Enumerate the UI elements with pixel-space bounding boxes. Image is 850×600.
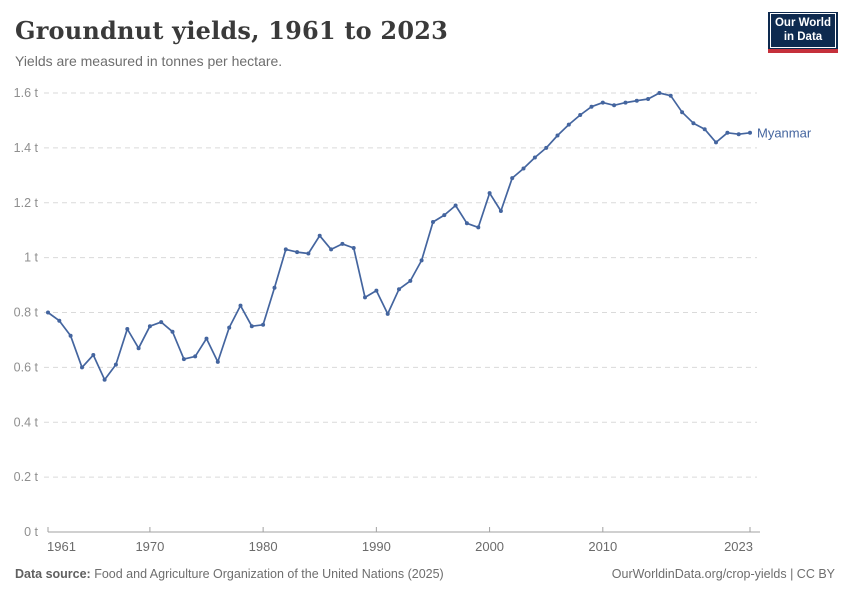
- data-point[interactable]: [578, 113, 583, 117]
- data-point[interactable]: [113, 362, 118, 367]
- data-point[interactable]: [498, 209, 503, 213]
- data-point[interactable]: [476, 225, 481, 230]
- y-axis-tick-label: 0.6 t: [14, 360, 39, 374]
- x-axis-tick-label: 1961: [47, 539, 76, 554]
- data-point[interactable]: [419, 258, 424, 263]
- data-point[interactable]: [385, 311, 390, 316]
- data-point[interactable]: [408, 278, 413, 283]
- data-point[interactable]: [215, 359, 220, 364]
- series-label-myanmar[interactable]: Myanmar: [757, 125, 812, 140]
- data-point[interactable]: [68, 333, 73, 338]
- data-point[interactable]: [612, 103, 617, 108]
- data-point[interactable]: [521, 166, 526, 171]
- data-point[interactable]: [736, 132, 741, 137]
- data-point[interactable]: [668, 93, 673, 98]
- data-point[interactable]: [748, 130, 752, 135]
- data-point[interactable]: [136, 346, 141, 351]
- data-point[interactable]: [714, 140, 718, 145]
- owid-logo-text-line2: in Data: [783, 30, 823, 43]
- owid-logo-text-line1: Our World: [774, 17, 831, 30]
- data-point[interactable]: [453, 203, 458, 208]
- page-title: Groundnut yields, 1961 to 2023: [15, 16, 449, 45]
- x-axis-tick-label: 2010: [588, 539, 617, 554]
- data-point[interactable]: [317, 233, 322, 238]
- data-point[interactable]: [238, 303, 243, 308]
- data-point[interactable]: [193, 354, 198, 359]
- data-point[interactable]: [623, 100, 628, 105]
- data-point[interactable]: [680, 110, 685, 115]
- owid-logo-frame: Our World in Data: [768, 12, 838, 49]
- y-axis-tick-label: 0.4 t: [14, 415, 39, 429]
- credit-text: OurWorldinData.org/crop-yields | CC BY: [611, 567, 835, 581]
- data-point[interactable]: [80, 365, 84, 370]
- chart-footer: Data source: Food and Agriculture Organi…: [15, 567, 835, 581]
- x-axis-tick-label: 2023: [724, 539, 753, 554]
- data-point[interactable]: [431, 220, 435, 224]
- data-point[interactable]: [102, 377, 107, 382]
- data-point[interactable]: [204, 336, 209, 341]
- y-axis-tick-label: 0.8 t: [14, 306, 39, 320]
- data-point[interactable]: [351, 246, 356, 250]
- data-source-value: Food and Agriculture Organization of the…: [90, 567, 444, 581]
- data-point[interactable]: [181, 357, 186, 362]
- data-point[interactable]: [249, 324, 254, 329]
- y-axis-tick-label: 0 t: [24, 525, 38, 539]
- owid-logo-red-stripe: [768, 49, 838, 53]
- data-source-text: Data source: Food and Agriculture Organi…: [15, 567, 444, 581]
- data-point[interactable]: [566, 122, 571, 127]
- data-point[interactable]: [442, 213, 447, 218]
- data-point[interactable]: [657, 91, 662, 95]
- y-axis-tick-label: 1.4 t: [14, 141, 39, 155]
- data-point[interactable]: [340, 241, 345, 246]
- data-point[interactable]: [363, 295, 367, 300]
- data-point[interactable]: [57, 318, 62, 323]
- data-point[interactable]: [702, 127, 707, 132]
- y-axis-tick-label: 1.2 t: [14, 196, 39, 210]
- chart-subtitle: Yields are measured in tonnes per hectar…: [15, 53, 283, 69]
- data-point[interactable]: [487, 191, 492, 196]
- data-point[interactable]: [510, 176, 515, 181]
- data-point[interactable]: [532, 155, 537, 160]
- data-point[interactable]: [600, 100, 605, 105]
- data-line-myanmar: [47, 92, 751, 381]
- data-point[interactable]: [283, 247, 288, 252]
- data-point[interactable]: [46, 310, 50, 315]
- data-point[interactable]: [91, 353, 96, 357]
- data-point[interactable]: [725, 130, 730, 135]
- data-point[interactable]: [544, 145, 549, 150]
- data-point[interactable]: [295, 250, 300, 255]
- data-point[interactable]: [272, 285, 277, 290]
- y-axis-tick-label: 1 t: [24, 251, 38, 265]
- data-point[interactable]: [159, 320, 164, 325]
- data-point[interactable]: [306, 251, 311, 256]
- data-point[interactable]: [329, 247, 334, 252]
- data-point[interactable]: [125, 327, 130, 331]
- x-axis-tick-label: 1970: [135, 539, 164, 554]
- x-axis-tick-label: 1990: [362, 539, 391, 554]
- data-point[interactable]: [646, 97, 651, 101]
- x-axis-tick-label: 1980: [249, 539, 278, 554]
- data-point[interactable]: [147, 324, 152, 329]
- data-point[interactable]: [170, 329, 175, 334]
- data-point[interactable]: [555, 133, 560, 138]
- data-point[interactable]: [464, 221, 469, 226]
- data-point[interactable]: [691, 121, 696, 126]
- data-point[interactable]: [261, 322, 266, 327]
- data-point[interactable]: [589, 104, 594, 109]
- y-axis-tick-label: 1.6 t: [14, 86, 39, 100]
- data-source-label: Data source:: [15, 567, 91, 581]
- data-point[interactable]: [634, 98, 639, 103]
- x-axis-tick-label: 2000: [475, 539, 504, 554]
- data-point[interactable]: [374, 288, 379, 293]
- data-point[interactable]: [397, 287, 401, 292]
- owid-logo[interactable]: Our World in Data: [768, 12, 838, 53]
- y-axis-tick-label: 0.2 t: [14, 470, 39, 484]
- data-point[interactable]: [227, 325, 232, 330]
